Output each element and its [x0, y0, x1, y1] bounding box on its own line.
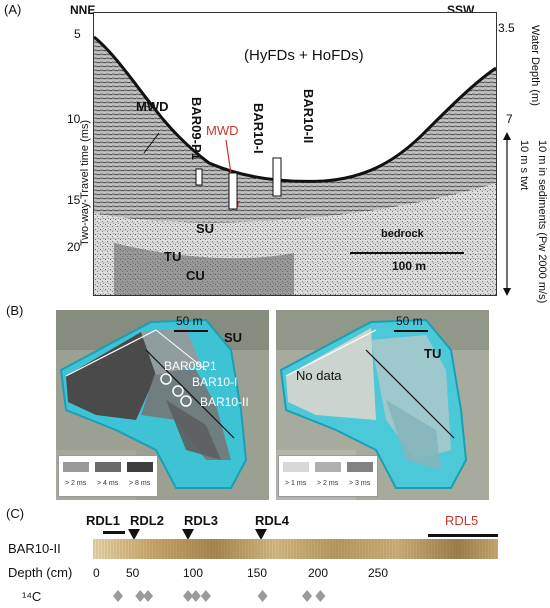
- core-label-bar09-p1: BAR09-P1: [189, 97, 204, 160]
- core-marker-bar10-ii: [272, 157, 282, 197]
- legend-label-1ms: > 1 ms: [285, 480, 307, 487]
- panel-a-label: (A): [4, 2, 22, 17]
- rdl4-label: RDL4: [255, 513, 289, 528]
- rdl2-marker: [128, 529, 140, 540]
- depth-axis-label: Depth (cm): [8, 565, 73, 580]
- y-axis-left-label: Two-way-Travel time (ms): [79, 119, 91, 246]
- rdl1-bar: [103, 531, 125, 534]
- panel-c-label: (C): [6, 506, 25, 521]
- depth-tick-150: 150: [247, 566, 268, 580]
- legend-label-3ms: > 3 ms: [349, 480, 371, 487]
- map-right-unit-tu: TU: [424, 346, 442, 361]
- profile-title: (HyFDs + HoFDs): [244, 47, 364, 64]
- map-left-unit-su: SU: [224, 330, 243, 345]
- c14-sample-diamond: [113, 590, 124, 602]
- rdl3-label: RDL3: [184, 513, 218, 528]
- point-label-bar10-i: BAR10-I: [192, 375, 238, 389]
- map-right-scale-label: 50 m: [396, 314, 423, 328]
- label-mwd-2: MWD: [206, 123, 239, 138]
- c14-sample-diamond: [315, 590, 326, 602]
- legend-label-2ms: > 2 ms: [65, 480, 87, 487]
- rdl2-label: RDL2: [130, 513, 164, 528]
- map-right-legend: > 1 ms > 2 ms > 3 ms: [278, 455, 378, 497]
- rdl5-label: RDL5: [445, 513, 479, 528]
- label-su: SU: [196, 221, 215, 236]
- vertical-scale-arrow: [503, 132, 511, 296]
- c14-sample-diamond: [183, 590, 194, 602]
- y-tick-20: 20: [67, 240, 81, 254]
- core-marker-bar09p1: [195, 168, 203, 186]
- y-tick-10: 10: [67, 112, 81, 126]
- c14-sample-diamond: [257, 590, 268, 602]
- y-tick-5: 5: [74, 27, 81, 41]
- depth-tick-0: 0: [93, 566, 100, 580]
- legend-swatch-2ms-tu: [315, 462, 341, 472]
- label-bedrock: bedrock: [381, 228, 424, 240]
- core-label-bar10-ii: BAR10-II: [301, 89, 316, 144]
- rdl5-bar: [428, 534, 498, 537]
- depth-tick-50: 50: [126, 566, 140, 580]
- panel-b-label: (B): [6, 303, 24, 318]
- core-label-bar10-i: BAR10-I: [251, 103, 266, 154]
- legend-swatch-4ms: [95, 462, 121, 472]
- c14-sample-diamond: [190, 590, 201, 602]
- c14-sample-diamond: [135, 590, 146, 602]
- rdl3-marker: [182, 529, 194, 540]
- depth-tick-250: 250: [368, 566, 389, 580]
- legend-swatch-1ms: [283, 462, 309, 472]
- legend-label-4ms: > 4 ms: [97, 480, 119, 487]
- scale-twt-label: 10 m s twt: [518, 140, 530, 191]
- core-name-label: BAR10-II: [8, 541, 61, 556]
- rdl1-label: RDL1: [86, 513, 120, 528]
- c14-sample-diamond: [302, 590, 313, 602]
- depth-tick-7: 7: [506, 112, 513, 126]
- map-left-legend: > 2 ms > 4 ms > 8 ms: [58, 455, 158, 497]
- y-tick-15: 15: [67, 193, 81, 207]
- scalebar-label-100m: 100 m: [392, 259, 427, 273]
- map-tu-thickness: 50 m TU No data > 1 ms > 2 ms > 3 ms: [276, 310, 489, 500]
- c14-label: ¹⁴C: [22, 589, 42, 604]
- seismic-profile: (HyFDs + HoFDs) MWD MWD BAR09-P1 BAR10-I…: [93, 12, 497, 296]
- legend-swatch-8ms: [127, 462, 153, 472]
- c14-sample-diamond: [143, 590, 154, 602]
- c14-samples: [113, 590, 326, 602]
- map-left-scale-label: 50 m: [176, 314, 203, 328]
- scale-sediment-label: 10 m in sediments (Pw 2000 m/s): [536, 140, 548, 304]
- depth-tick-100: 100: [183, 566, 204, 580]
- label-mwd-1: MWD: [136, 99, 169, 114]
- core-photo-bar10-ii: [93, 539, 498, 559]
- legend-swatch-3ms: [347, 462, 373, 472]
- point-label-bar09p1: BAR09P1: [164, 359, 217, 373]
- rdl4-marker: [255, 529, 267, 540]
- depth-tick-3-5: 3.5: [498, 21, 515, 35]
- y-axis-right-label: Water Depth (m): [529, 25, 541, 106]
- direction-nne: NNE: [70, 3, 96, 17]
- legend-label-8ms: > 8 ms: [129, 480, 151, 487]
- label-cu: CU: [186, 268, 205, 283]
- legend-swatch-2ms: [63, 462, 89, 472]
- label-tu: TU: [164, 249, 182, 264]
- map-su-thickness: 50 m SU BAR09P1 BAR10-I BAR10-II > 2 ms …: [56, 310, 269, 500]
- seismic-image: [94, 35, 496, 295]
- core-marker-bar10-i: [228, 172, 238, 210]
- legend-label-2ms-tu: > 2 ms: [317, 480, 339, 487]
- depth-tick-200: 200: [308, 566, 329, 580]
- point-label-bar10-ii: BAR10-II: [200, 395, 249, 409]
- c14-sample-diamond: [200, 590, 211, 602]
- map-right-no-data: No data: [296, 368, 342, 383]
